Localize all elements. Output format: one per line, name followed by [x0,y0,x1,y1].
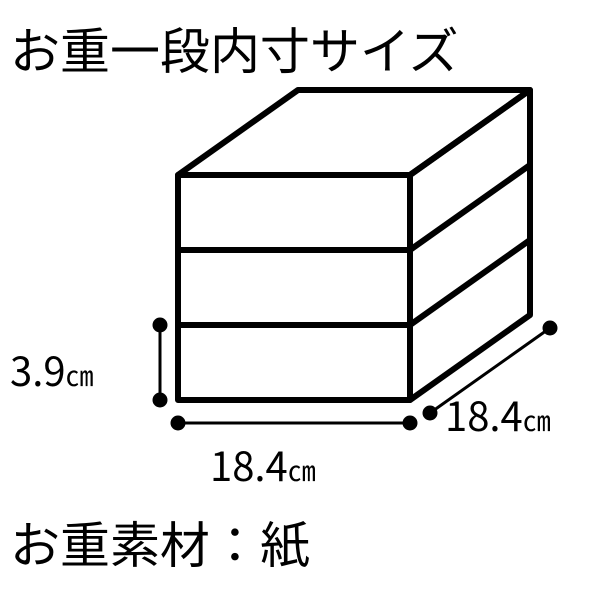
dim-width-value: 18.4 [210,435,288,493]
dim-height-unit: ㎝ [66,355,94,395]
dim-depth-label: 18.4㎝ [445,385,551,443]
dim-height-label: 3.9㎝ [10,340,94,398]
dim-depth-value: 18.4 [445,385,523,443]
material-text: お重素材：紙 [10,506,310,578]
dim-depth-unit: ㎝ [523,400,551,440]
dim-width-unit: ㎝ [288,450,316,490]
diagram-canvas: お重一段内寸サイズ [0,0,600,600]
dim-height-value: 3.9 [10,340,66,398]
dim-width-label: 18.4㎝ [210,435,316,493]
